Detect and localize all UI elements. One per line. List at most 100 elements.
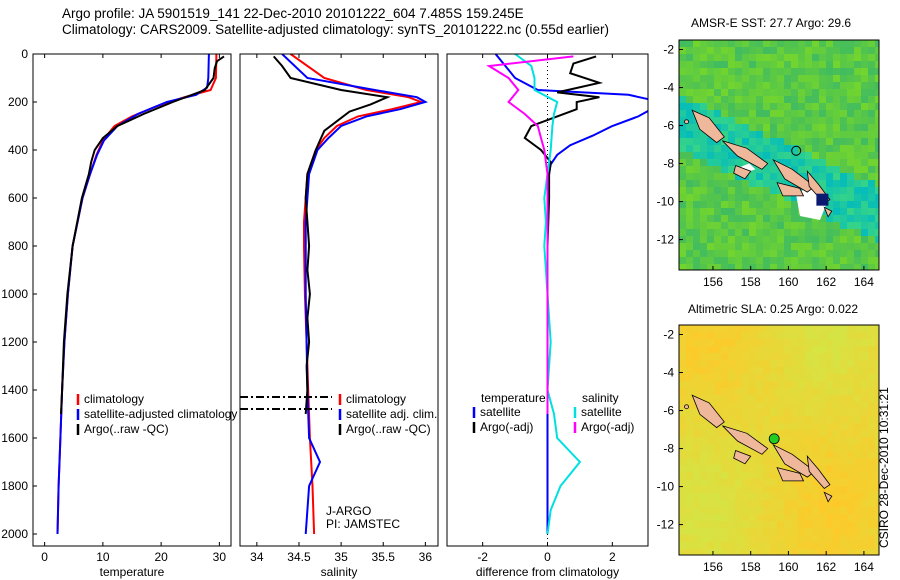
sla-map-cell <box>861 542 868 549</box>
sla-map-cell <box>749 514 756 521</box>
sla-map-cell <box>854 423 861 430</box>
sst-map-cell <box>735 194 742 201</box>
sla-map-cell <box>847 381 854 388</box>
sla-map-cell <box>826 479 833 486</box>
sla-map-cell <box>728 479 735 486</box>
sla-map-cell <box>847 423 854 430</box>
sla-map-cell <box>819 542 826 549</box>
sla-map-cell <box>777 332 784 339</box>
sla-map-cell <box>819 437 826 444</box>
sst-map-cell <box>735 236 742 243</box>
sla-map-cell <box>826 353 833 360</box>
sst-map-cell <box>854 159 861 166</box>
sst-map-cell <box>798 187 805 194</box>
sla-map-cell <box>868 388 875 395</box>
sst-map-cell <box>714 201 721 208</box>
sla-map-cell <box>749 360 756 367</box>
sla-map-cell <box>826 465 833 472</box>
sst-map-cell <box>700 236 707 243</box>
sla-map-cell <box>693 423 700 430</box>
sla-map-cell <box>875 465 879 472</box>
sst-map-cell <box>700 201 707 208</box>
sst-map-cell <box>714 257 721 264</box>
sla-map-cell <box>721 465 728 472</box>
sst-map-cell <box>679 103 686 110</box>
sst-map-cell <box>735 47 742 54</box>
sla-map-cell <box>805 479 812 486</box>
sst-map-cell <box>791 96 798 103</box>
sla-map-cell <box>686 479 693 486</box>
sla-map-cell <box>833 444 840 451</box>
sst-map-cell <box>875 187 879 194</box>
sst-map-cell <box>749 138 756 145</box>
sla-map-cell <box>784 332 791 339</box>
sst-map-cell <box>868 229 875 236</box>
sla-map-cell <box>686 409 693 416</box>
sst-map-cell <box>875 180 879 187</box>
sst-map-cell <box>847 215 854 222</box>
sst-map-cell <box>854 215 861 222</box>
sst-map-cell <box>686 47 693 54</box>
sst-map-cell <box>791 250 798 257</box>
sst-map-cell <box>777 229 784 236</box>
sst-map-cell <box>763 54 770 61</box>
sla-map-cell <box>840 437 847 444</box>
sla-map-cell <box>854 339 861 346</box>
sst-map-cell <box>763 187 770 194</box>
sst-map-cell <box>728 201 735 208</box>
sla-map-cell <box>756 325 763 332</box>
sst-map-cell <box>721 243 728 250</box>
sla-map-cell <box>854 507 861 514</box>
sst-map-cell <box>812 222 819 229</box>
sla-map-cell <box>693 360 700 367</box>
sst-map-cell <box>770 180 777 187</box>
difference-xlabel: difference from climatology <box>476 565 619 579</box>
sla-map-cell <box>721 500 728 507</box>
sst-map-cell <box>777 47 784 54</box>
sst-map-cell <box>812 131 819 138</box>
sla-map-cell <box>749 500 756 507</box>
sla-map-cell <box>686 458 693 465</box>
sla-map-cell <box>714 381 721 388</box>
sst-map-cell <box>791 201 798 208</box>
sst-map-cell <box>721 82 728 89</box>
sst-map-cell <box>679 54 686 61</box>
sla-map-cell <box>714 535 721 542</box>
sst-map-cell <box>791 229 798 236</box>
sla-map-cell <box>693 458 700 465</box>
sst-map-cell <box>763 194 770 201</box>
sla-map-cell <box>707 451 714 458</box>
sst-map-cell <box>819 40 826 47</box>
sla-map-cell <box>728 535 735 542</box>
sla-map-cell <box>840 507 847 514</box>
sst-map-cell <box>686 159 693 166</box>
sla-map-cell <box>840 374 847 381</box>
temperature-ytick-label: 1200 <box>1 335 28 349</box>
sla-map-cell <box>749 465 756 472</box>
sst-map-xtick-label: 156 <box>703 275 723 289</box>
sla-map-cell <box>714 332 721 339</box>
sla-map-cell <box>777 423 784 430</box>
sla-map-cell <box>847 416 854 423</box>
sla-map-cell <box>679 353 686 360</box>
sla-map-cell <box>805 395 812 402</box>
sla-map-cell <box>833 332 840 339</box>
sla-map-cell <box>700 381 707 388</box>
sla-map-cell <box>693 388 700 395</box>
sst-map-cell <box>749 124 756 131</box>
sst-map-cell <box>819 257 826 264</box>
sst-map-cell <box>686 117 693 124</box>
sla-map-cell <box>693 346 700 353</box>
sst-map-cell <box>742 89 749 96</box>
sst-map-cell <box>693 236 700 243</box>
sla-map-cell <box>777 542 784 549</box>
sst-map-cell <box>840 180 847 187</box>
sst-map-cell <box>805 40 812 47</box>
sst-map-cell <box>847 166 854 173</box>
sla-map-cell <box>861 339 868 346</box>
sla-map-cell <box>756 549 763 555</box>
sla-map-cell <box>742 472 749 479</box>
temperature-xtick-label: 10 <box>96 550 110 564</box>
sla-map-cell <box>854 444 861 451</box>
sla-map-cell <box>868 346 875 353</box>
